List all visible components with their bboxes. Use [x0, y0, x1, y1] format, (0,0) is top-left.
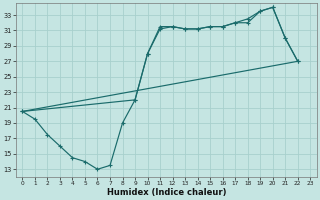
X-axis label: Humidex (Indice chaleur): Humidex (Indice chaleur)	[107, 188, 226, 197]
